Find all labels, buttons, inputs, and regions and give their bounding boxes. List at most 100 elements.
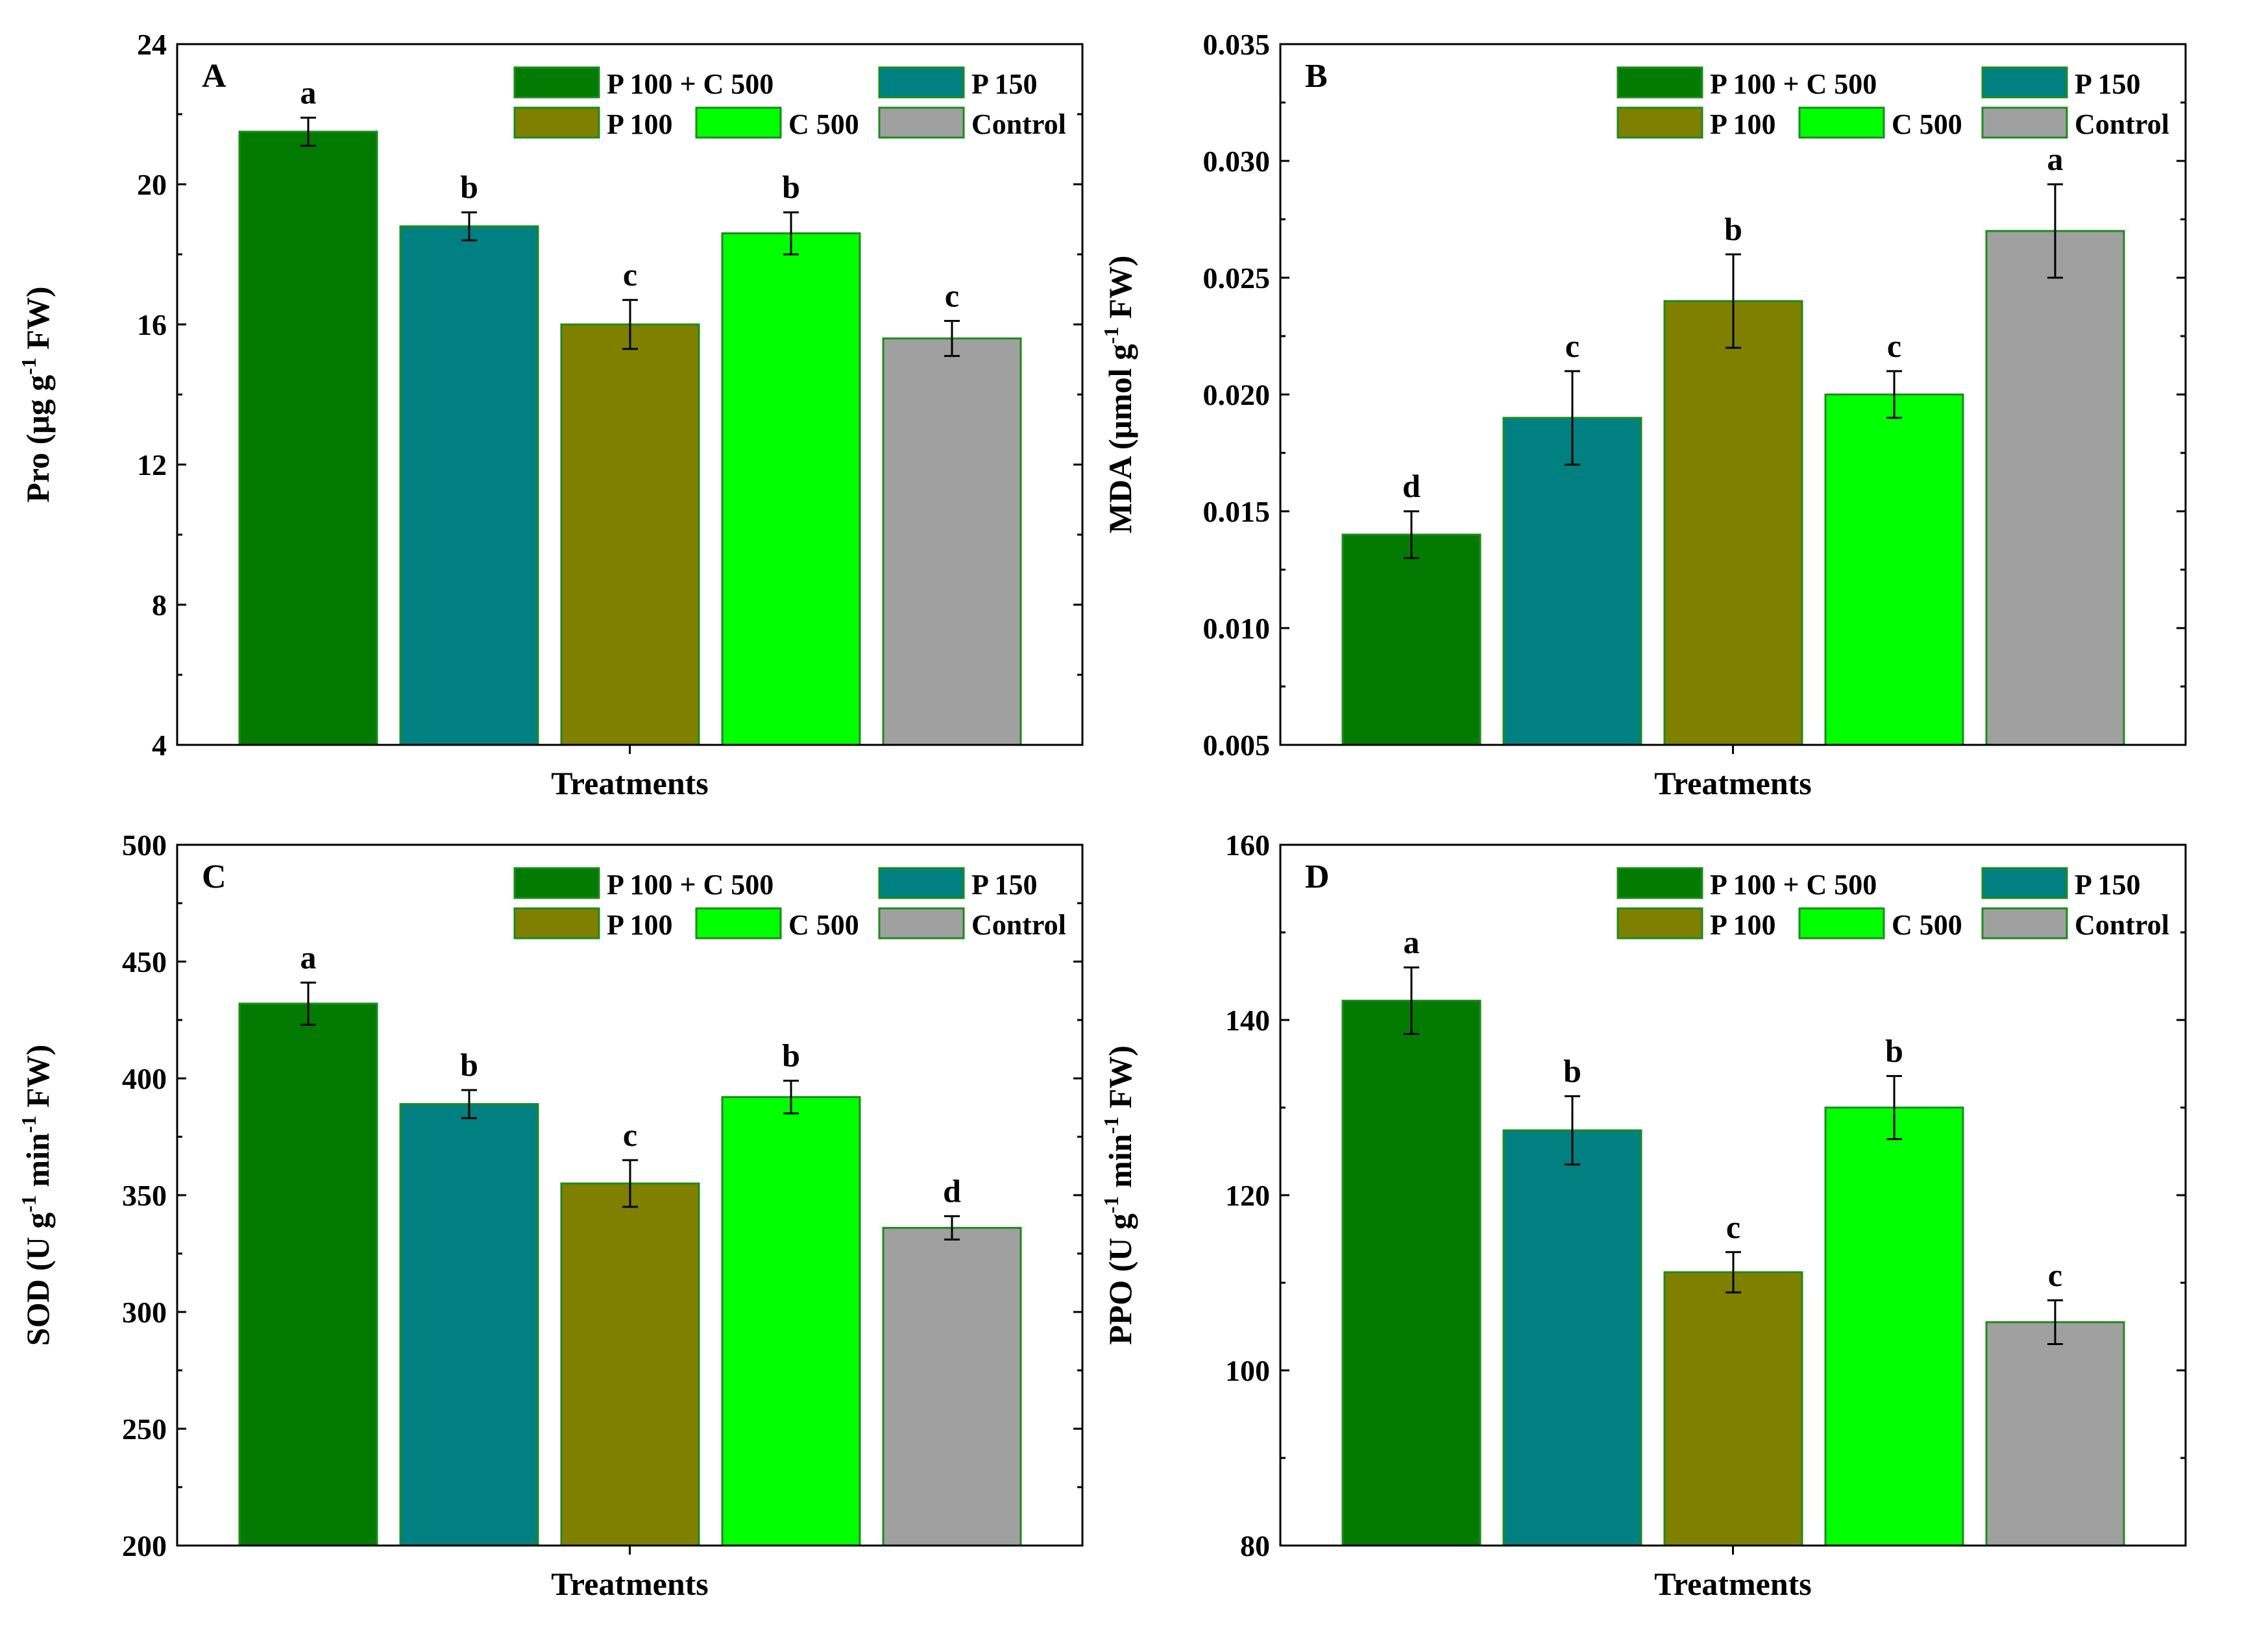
significance-letter-d-2: b <box>1563 1052 1581 1089</box>
y-tick-label: 350 <box>122 1179 167 1212</box>
legend-swatch <box>513 907 600 940</box>
bar-b-1 <box>1341 533 1482 746</box>
chart-panel-a: a b c b c 4 8 12 16 20 24 Treatments Pro (μg g-1 FW)… <box>17 28 1084 801</box>
y-tick-label: 0.005 <box>1203 729 1271 762</box>
significance-letter-b-1: d <box>1402 468 1421 504</box>
bar-d-1 <box>1341 999 1482 1547</box>
legend-swatch <box>1616 106 1703 139</box>
error-bar-d-4 <box>1886 1074 1902 1141</box>
bar-c-5 <box>882 1226 1022 1547</box>
error-bar-d-3 <box>1725 1251 1741 1294</box>
chart-panel-b: d c b c a 0.005 0.010 0.015 0.020 0.025 0.030 0.035… <box>1099 28 2187 801</box>
error-bar-b-3 <box>1725 253 1741 349</box>
error-bar-c-2 <box>461 1089 477 1119</box>
error-bar-d-1 <box>1404 966 1419 1036</box>
y-axis-title: SOD (U g-1 min-1 FW) <box>17 1045 56 1346</box>
y-tick-label: 24 <box>137 28 167 61</box>
bar-b-5 <box>1985 230 2125 746</box>
bar-c-1 <box>238 1002 378 1547</box>
significance-letter-a-2: b <box>460 169 478 205</box>
y-tick-label: 8 <box>152 589 167 622</box>
significance-letter-d-4: b <box>1885 1032 1903 1069</box>
legend-label: P 100 <box>1710 909 1775 941</box>
significance-letter-c-4: b <box>782 1037 800 1074</box>
x-axis-title: Treatments <box>1654 1566 1812 1602</box>
legend-swatch <box>1798 907 1885 940</box>
legend-label: Control <box>971 909 1066 941</box>
legend-swatch <box>878 66 965 99</box>
legend-label: C 500 <box>788 108 859 140</box>
significance-letter-c-1: a <box>300 939 317 975</box>
significance-letter-a-5: c <box>945 278 959 314</box>
bar-a-3 <box>560 323 700 746</box>
y-tick-label: 400 <box>122 1062 167 1095</box>
legend-label: P 150 <box>2075 68 2140 100</box>
legend-label: P 100 <box>607 108 672 140</box>
legend: P 100 + C 500 P 150 P 100 C 500 Control <box>1616 867 2169 941</box>
error-bar-c-1 <box>300 981 316 1026</box>
y-axis-title: PPO (U g-1 min-1 FW) <box>1099 1045 1138 1345</box>
legend-swatch <box>1981 907 2068 940</box>
significance-letter-d-1: a <box>1404 924 1420 960</box>
legend-swatch <box>1616 907 1703 940</box>
y-tick-label: 500 <box>122 829 167 862</box>
error-bar-b-2 <box>1565 370 1580 466</box>
x-axis-title: Treatments <box>551 1566 709 1602</box>
legend-label: P 100 + C 500 <box>607 68 774 100</box>
error-bar-c-4 <box>783 1080 799 1115</box>
legend-label: C 500 <box>1892 909 1962 941</box>
y-tick-label: 0.010 <box>1203 612 1271 645</box>
legend-swatch <box>878 106 965 139</box>
error-bar-c-5 <box>944 1215 960 1241</box>
significance-letter-a-3: c <box>623 256 637 293</box>
legend-swatch <box>1798 106 1885 139</box>
legend-label: P 100 <box>607 909 672 941</box>
legend-label: P 100 + C 500 <box>1710 869 1877 901</box>
x-axis-title: Treatments <box>551 765 709 801</box>
x-axis-title: Treatments <box>1654 765 1812 801</box>
legend: P 100 + C 500 P 150 P 100 C 500 Control <box>513 66 1066 140</box>
y-tick-label: 4 <box>152 729 167 762</box>
legend-swatch <box>1981 66 2068 99</box>
bar-c-2 <box>399 1103 539 1547</box>
legend-label: Control <box>971 108 1066 140</box>
significance-letter-b-3: b <box>1724 211 1742 247</box>
y-tick-label: 0.025 <box>1203 261 1271 295</box>
legend-swatch <box>513 106 600 139</box>
y-tick-label: 0.030 <box>1203 145 1271 178</box>
legend-label: Control <box>2075 909 2169 941</box>
legend-swatch <box>878 867 965 899</box>
bar-c-3 <box>560 1182 700 1547</box>
legend-label: C 500 <box>1892 108 1962 140</box>
y-tick-label: 16 <box>137 308 167 341</box>
y-axis-title: Pro (μg g-1 FW) <box>17 286 56 502</box>
y-tick-label: 140 <box>1225 1004 1270 1037</box>
chart-panel-d: a b c b c 80 100 120 140 160 Treatments PPO (U g-1 … <box>1099 829 2187 1602</box>
y-tick-label: 12 <box>137 448 167 481</box>
y-tick-label: 0.020 <box>1203 378 1271 411</box>
legend-swatch <box>695 106 782 139</box>
y-tick-label: 0.035 <box>1203 28 1271 61</box>
y-tick-label: 250 <box>122 1413 167 1446</box>
legend-label: P 150 <box>2075 869 2140 901</box>
y-tick-label: 120 <box>1225 1179 1270 1212</box>
bar-b-2 <box>1502 417 1642 746</box>
error-bar-d-5 <box>2047 1299 2063 1345</box>
error-bar-d-2 <box>1565 1095 1580 1166</box>
significance-letter-d-5: c <box>2048 1257 2062 1293</box>
legend-swatch <box>878 907 965 940</box>
panel-letter: A <box>202 58 226 95</box>
legend: P 100 + C 500 P 150 P 100 C 500 Control <box>1616 66 2169 140</box>
legend-swatch <box>513 867 600 899</box>
y-tick-label: 80 <box>1240 1529 1270 1562</box>
bar-a-4 <box>721 232 861 746</box>
significance-letter-c-3: c <box>623 1117 637 1153</box>
legend-swatch <box>1616 867 1703 899</box>
y-tick-label: 20 <box>137 168 167 201</box>
y-tick-label: 160 <box>1225 829 1270 862</box>
legend-label: P 100 + C 500 <box>1710 68 1877 100</box>
error-bar-b-5 <box>2047 183 2063 279</box>
legend-label: P 150 <box>971 68 1037 100</box>
panel-letter: D <box>1305 858 1330 895</box>
significance-letter-b-5: a <box>2047 141 2064 177</box>
